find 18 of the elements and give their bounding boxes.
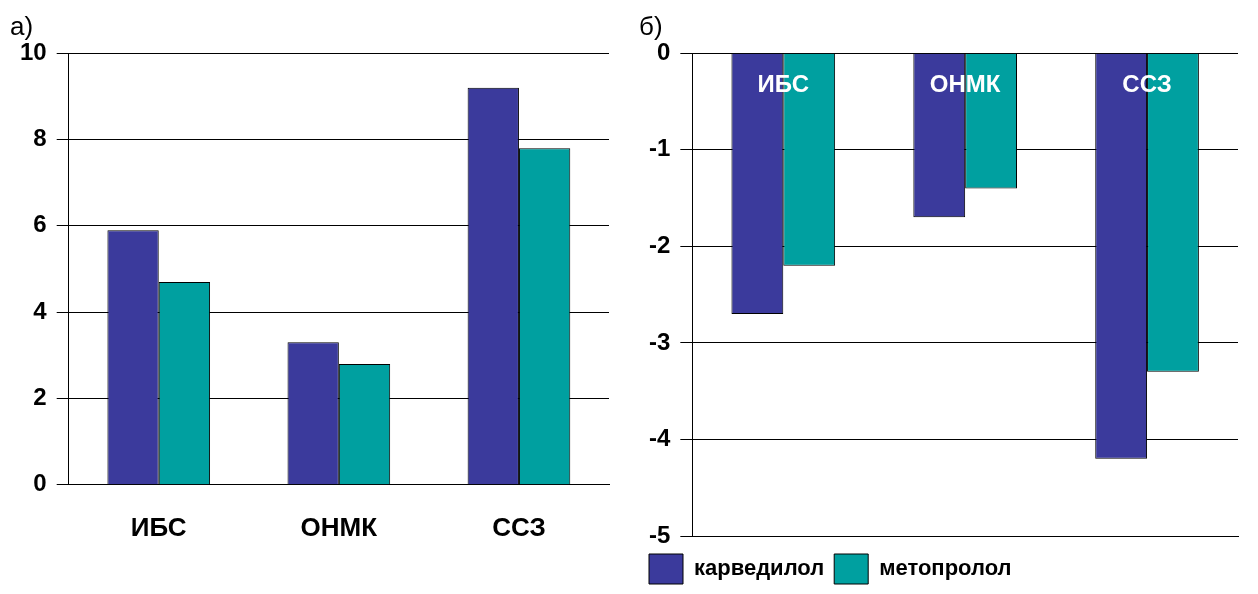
y-tick-label: 6 xyxy=(33,210,47,238)
x-tick-label: ОНМК xyxy=(300,511,378,542)
x-tick-label: ИБС xyxy=(757,69,810,97)
y-tick-label: -5 xyxy=(649,520,671,548)
y-tick-label: -3 xyxy=(649,327,671,355)
x-tick-label: ССЗ xyxy=(492,511,546,542)
y-tick-label: -2 xyxy=(649,230,671,258)
y-tick-label: 2 xyxy=(33,383,47,411)
y-tick-label: 4 xyxy=(33,296,48,324)
y-tick-label: -4 xyxy=(649,424,671,452)
y-tick-label: -1 xyxy=(649,134,671,162)
legend-label: метопролол xyxy=(879,555,1012,581)
y-tick-label: 8 xyxy=(33,124,47,152)
legend-label: карведилол xyxy=(694,555,825,581)
x-tick-label: ОНМК xyxy=(929,69,1001,97)
chart-title: б) xyxy=(639,10,663,41)
x-tick-label: ИБС xyxy=(130,511,187,542)
y-tick-label: 0 xyxy=(33,469,47,497)
